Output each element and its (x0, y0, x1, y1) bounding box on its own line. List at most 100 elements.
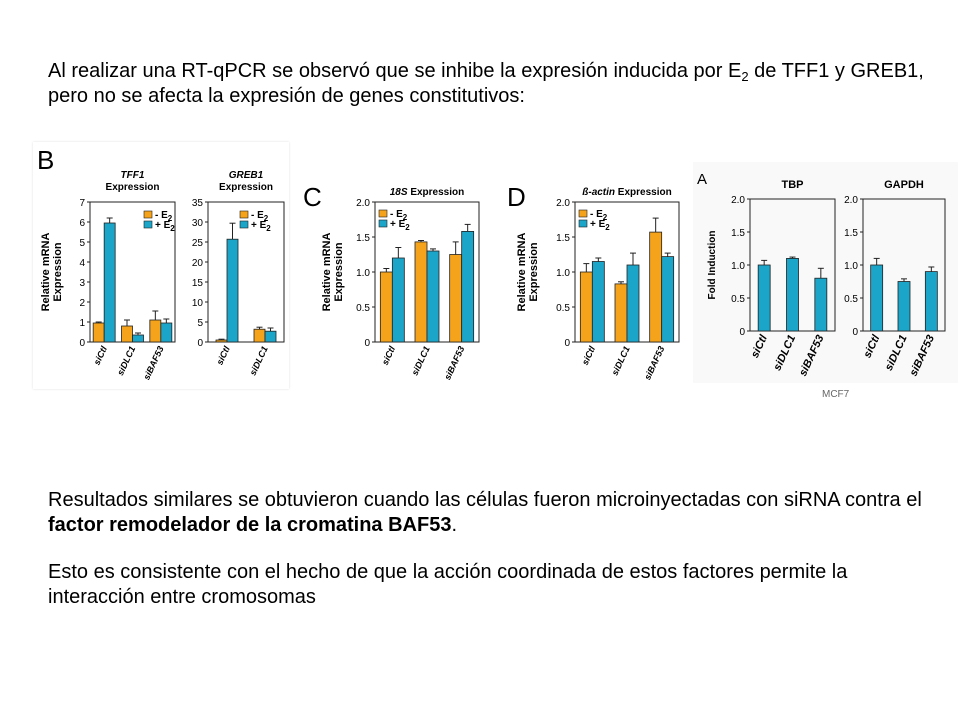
chart0-category-label: siCtl (92, 344, 110, 366)
chart3-ytick-label: 0.5 (556, 303, 570, 314)
chart3-bar-siCtl (579, 271, 593, 343)
chart4-category-label: siBAF53 (797, 333, 826, 378)
chart4-ytick-label: 2.0 (731, 195, 745, 206)
chart3-ylabel: Relative mRNA (516, 233, 528, 312)
chart0-ytick-label: 2 (79, 298, 85, 309)
panel-c-d-figure: 0 0.5 1.0 1.5 2.0 siCtl siDLC1 siBAF53 18S Expre… (297, 170, 681, 383)
chart5-ytick-label: 0 (852, 327, 858, 338)
chart1-bar-siCtl (215, 339, 228, 343)
chart2-ylabel: Expression (333, 242, 345, 302)
chart2-ytick-label: 1.5 (356, 233, 370, 244)
chart2-ylabel: Relative mRNA (321, 233, 333, 312)
chart3-ytick-label: 0 (564, 338, 570, 349)
chart0-bar-siDLC1 (121, 325, 133, 343)
chart5-bar-siBAF53 (924, 271, 938, 332)
chart0-bar-siDLC1 (132, 334, 144, 343)
chart4-category-label: siCtl (749, 332, 770, 360)
chart5-ytick-label: 2.0 (844, 195, 858, 206)
chart1-ytick-label: 35 (192, 198, 204, 209)
chart2-bar-siDLC1 (414, 241, 428, 343)
chart0-category-label: siBAF53 (141, 345, 165, 382)
chart2-legend-swatch (378, 209, 388, 218)
chart0-ytick-label: 4 (79, 258, 85, 269)
paragraph-1-bold: factor remodelador de la cromatina BAF53 (48, 514, 452, 536)
chart2-ytick-label: 2.0 (356, 198, 370, 209)
chart3-category-label: siBAF53 (642, 345, 666, 382)
chart2-bar-siBAF53 (449, 254, 463, 343)
chart2-ytick-label: 1.0 (356, 268, 370, 279)
chart2-category-label: siCtl (380, 344, 398, 366)
chart3-bar-siDLC1 (626, 264, 640, 343)
chart3-ylabel: Expression (528, 242, 540, 302)
paragraph-1-before: Resultados similares se obtuvieron cuand… (48, 489, 922, 511)
chart1-category-label: siCtl (215, 344, 233, 366)
panel-a-figure: 0 0.5 1.0 1.5 2.0 siCtl siDLC1 siBAF53 TBP Fold I… (693, 162, 958, 383)
chart0-title: TFF1 Expression (106, 170, 160, 193)
chart2-legend-label: - E2 (390, 209, 408, 222)
chart1-bar-siDLC1 (264, 330, 277, 343)
chart3-legend-label: - E2 (590, 209, 608, 222)
intro-subscript: 2 (741, 69, 749, 84)
chart1-bar-siCtl (226, 238, 239, 343)
chart3-ytick-label: 2.0 (556, 198, 570, 209)
chart3-category-label: siDLC1 (610, 345, 632, 377)
chart4-ytick-label: 1.0 (731, 261, 745, 272)
chart5-ytick-label: 1.0 (844, 261, 858, 272)
chart0-bar-siBAF53 (149, 319, 162, 343)
chart4-bar-siBAF53 (814, 277, 828, 332)
chart5-category-label: siBAF53 (908, 333, 937, 378)
chart3-title: ß-actin Expression (582, 187, 671, 198)
18s-bactin-charts: 0 0.5 1.0 1.5 2.0 siCtl siDLC1 siBAF53 18S Expre… (303, 182, 680, 382)
chart5-bar-siCtl (870, 264, 884, 332)
chart5-category-label: siDLC1 (883, 333, 910, 372)
paragraph-1: Resultados similares se obtuvieron cuand… (48, 488, 928, 538)
mcf7-label: MCF7 (822, 389, 850, 400)
chart3-category-label: siCtl (580, 344, 598, 366)
chart1-title: GREB1 Expression (219, 170, 273, 193)
chart3-panel-letter: D (507, 182, 526, 212)
chart1-bar-siDLC1 (253, 328, 266, 343)
chart1-ytick-label: 20 (192, 258, 204, 269)
chart4-panel-letter: A (697, 171, 707, 188)
chart0-legend-swatch (143, 210, 153, 219)
chart2-bar-siCtl (379, 271, 393, 343)
chart4-bar-siCtl (757, 264, 771, 332)
chart0-ytick-label: 0 (79, 338, 85, 349)
chart3-legend-swatch (578, 219, 588, 228)
chart2-panel-letter: C (303, 182, 322, 212)
chart0-category-label: siDLC1 (115, 345, 137, 377)
chart0-ytick-label: 5 (79, 238, 85, 249)
chart2-bar-siCtl (391, 257, 405, 343)
chart0-ytick-label: 6 (79, 218, 85, 229)
chart3-bar-siCtl (591, 261, 605, 343)
intro-text: Al realizar una RT-qPCR se observó que s… (48, 59, 928, 109)
chart0-legend-label: + E2 (155, 220, 175, 233)
chart0-bar-siBAF53 (160, 322, 173, 343)
chart1-ytick-label: 0 (197, 338, 203, 349)
chart1-ytick-label: 25 (192, 238, 204, 249)
chart1-ytick-label: 15 (192, 278, 204, 289)
chart1-legend-swatch (239, 210, 249, 219)
chart2-category-label: siBAF53 (442, 345, 466, 382)
chart0-ytick-label: 7 (79, 198, 85, 209)
chart2-legend-swatch (378, 219, 388, 228)
chart5-category-label: siCtl (861, 332, 882, 360)
paragraph-1-after: . (451, 514, 458, 536)
intro-part1: Al realizar una RT-qPCR se observó que s… (48, 60, 742, 82)
chart4-ylabel: Fold Induction (707, 231, 718, 300)
chart2-legend-label: + E2 (390, 219, 410, 232)
chart1-ytick-label: 5 (197, 318, 203, 329)
chart3-bar-siDLC1 (614, 283, 628, 343)
chart4-category-label: siDLC1 (771, 333, 798, 372)
paragraph-2: Esto es consistente con el hecho de que … (48, 561, 848, 608)
chart2-ytick-label: 0.5 (356, 303, 370, 314)
chart3-legend-swatch (578, 209, 588, 218)
chart1-plot-frame (207, 201, 285, 343)
chart5-title: GAPDH (884, 179, 924, 191)
chart1-ytick-label: 10 (192, 298, 204, 309)
chart2-ytick-label: 0 (364, 338, 370, 349)
chart3-ytick-label: 1.5 (556, 233, 570, 244)
chart0-legend-label: - E2 (155, 210, 173, 223)
